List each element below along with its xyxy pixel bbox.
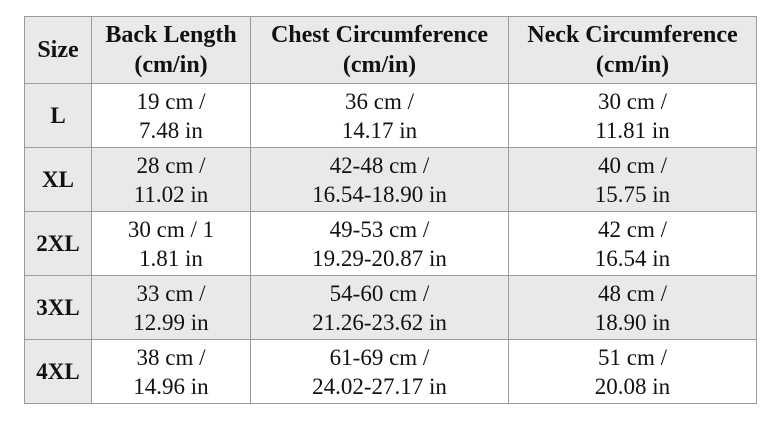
header-back-length-label: Back Length [105, 22, 237, 48]
back-length-cell: 19 cm / 7.48 in [91, 83, 251, 148]
header-row: Size Back Length (cm/in) Chest Circumfer… [24, 16, 757, 84]
size-chart-table: Size Back Length (cm/in) Chest Circumfer… [24, 16, 757, 404]
neck-in: 15.75 in [594, 181, 671, 207]
neck-cell: 51 cm / 20.08 in [508, 339, 757, 404]
chest-in: 24.02-27.17 in [312, 373, 447, 399]
header-size: Size [24, 16, 92, 84]
chest-cell: 42-48 cm / 16.54-18.90 in [250, 147, 509, 212]
size-cell: 4XL [24, 339, 92, 404]
chest-in: 16.54-18.90 in [312, 181, 447, 207]
neck-in: 16.54 in [594, 245, 671, 271]
header-neck-unit: (cm/in) [595, 52, 670, 78]
size-cell: XL [24, 147, 92, 212]
header-chest-circumference: Chest Circumference (cm/in) [250, 16, 509, 84]
table-row: 4XL 38 cm / 14.96 in 61-69 cm / 24.02-27… [24, 339, 757, 404]
chest-in: 19.29-20.87 in [312, 245, 447, 271]
table-row: XL 28 cm / 11.02 in 42-48 cm / 16.54-18.… [24, 147, 757, 212]
back-length-cell: 30 cm / 1 1.81 in [91, 211, 251, 276]
neck-in: 11.81 in [595, 117, 670, 143]
size-cell: 2XL [24, 211, 92, 276]
size-cell: L [24, 83, 92, 148]
header-neck-circumference: Neck Circumference (cm/in) [508, 16, 757, 84]
table-row: 2XL 30 cm / 1 1.81 in 49-53 cm / 19.29-2… [24, 211, 757, 276]
size-cell: 3XL [24, 275, 92, 340]
header-size-label: Size [37, 37, 79, 63]
chest-cm: 61-69 cm / [329, 344, 430, 370]
back-cm: 28 cm / [136, 152, 206, 178]
chest-cm: 36 cm / [345, 88, 414, 114]
table-row: L 19 cm / 7.48 in 36 cm / 14.17 in 30 cm… [24, 83, 757, 148]
back-length-cell: 38 cm / 14.96 in [91, 339, 251, 404]
header-back-length-unit: (cm/in) [134, 52, 208, 78]
header-neck-label: Neck Circumference [527, 22, 738, 48]
back-in: 14.96 in [133, 373, 209, 399]
neck-cell: 30 cm / 11.81 in [508, 83, 757, 148]
chest-cell: 54-60 cm / 21.26-23.62 in [250, 275, 509, 340]
back-length-cell: 33 cm / 12.99 in [91, 275, 251, 340]
back-cm: 33 cm / [136, 280, 206, 306]
neck-in: 18.90 in [594, 309, 671, 335]
neck-cell: 40 cm / 15.75 in [508, 147, 757, 212]
back-in: 12.99 in [133, 309, 209, 335]
chest-cm: 49-53 cm / [329, 216, 430, 242]
neck-cell: 42 cm / 16.54 in [508, 211, 757, 276]
back-in: 1.81 in [139, 245, 203, 271]
chest-cm: 54-60 cm / [329, 280, 430, 306]
header-back-length: Back Length (cm/in) [91, 16, 251, 84]
neck-cm: 42 cm / [598, 216, 667, 242]
back-cm: 38 cm / [136, 344, 206, 370]
chest-in: 14.17 in [341, 117, 418, 143]
header-chest-label: Chest Circumference [270, 22, 489, 48]
back-cm: 30 cm / 1 [127, 216, 215, 242]
chest-cell: 36 cm / 14.17 in [250, 83, 509, 148]
table-row: 3XL 33 cm / 12.99 in 54-60 cm / 21.26-23… [24, 275, 757, 340]
chest-cm: 42-48 cm / [329, 152, 430, 178]
neck-cm: 30 cm / [598, 88, 667, 114]
back-in: 11.02 in [133, 181, 209, 207]
back-cm: 19 cm / [136, 88, 206, 114]
neck-in: 20.08 in [594, 373, 671, 399]
header-chest-unit: (cm/in) [342, 52, 417, 78]
neck-cm: 48 cm / [598, 280, 667, 306]
chest-in: 21.26-23.62 in [312, 309, 447, 335]
back-in: 7.48 in [139, 117, 203, 143]
back-length-cell: 28 cm / 11.02 in [91, 147, 251, 212]
chest-cell: 49-53 cm / 19.29-20.87 in [250, 211, 509, 276]
neck-cell: 48 cm / 18.90 in [508, 275, 757, 340]
neck-cm: 51 cm / [598, 344, 667, 370]
neck-cm: 40 cm / [598, 152, 667, 178]
chest-cell: 61-69 cm / 24.02-27.17 in [250, 339, 509, 404]
